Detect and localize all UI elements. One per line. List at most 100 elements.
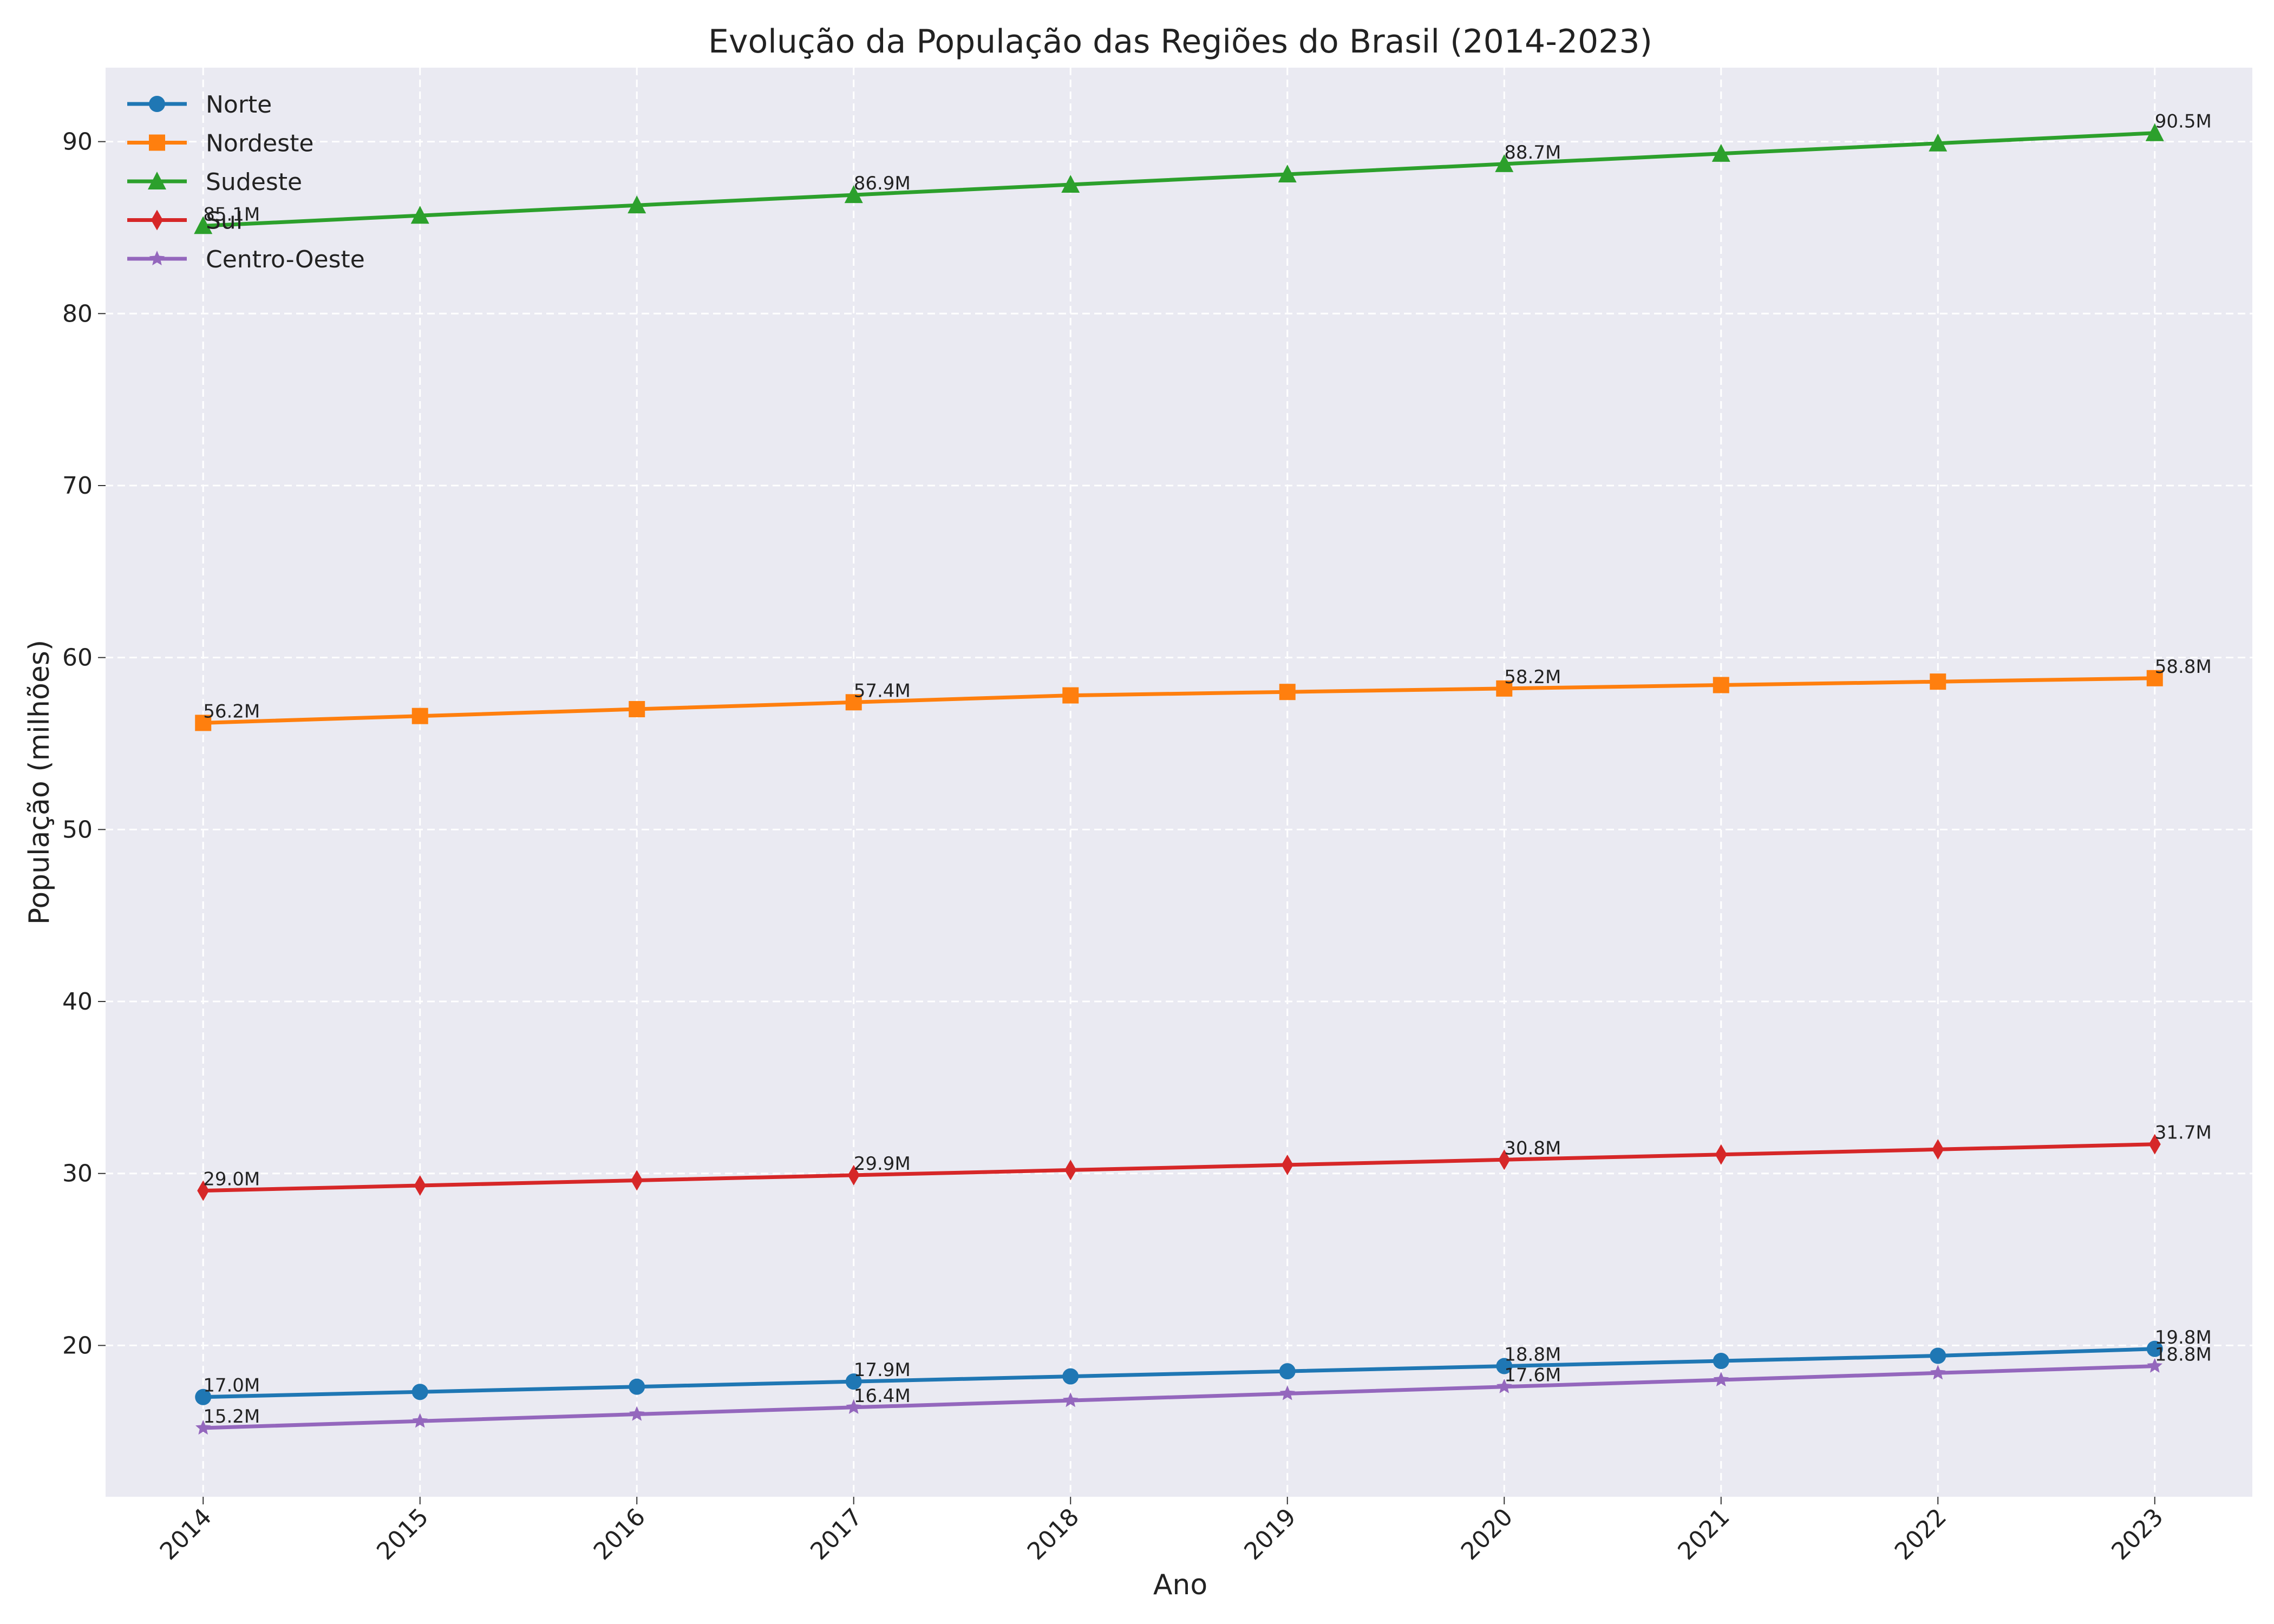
legend-item: Centro-Oeste: [127, 246, 365, 273]
point-marker: [411, 708, 428, 724]
series-line: [203, 676, 2155, 725]
data-label: 19.8M: [2155, 1327, 2212, 1348]
y-tick-label: 90: [62, 128, 93, 156]
legend-item: Sudeste: [127, 168, 302, 196]
plot-area: [106, 68, 2252, 1497]
point-marker: [2146, 1340, 2163, 1357]
point-marker: [629, 1378, 645, 1395]
point-marker: [148, 172, 166, 189]
point-marker: [847, 1164, 860, 1186]
point-marker: [628, 195, 646, 214]
point-marker: [1061, 175, 1080, 193]
data-label: 90.5M: [2155, 111, 2212, 133]
series-sul: [197, 1134, 2161, 1201]
data-label: 88.7M: [1504, 142, 1561, 163]
series-nordeste: [195, 670, 2163, 731]
point-marker: [1279, 1363, 1296, 1380]
y-tick-label: 50: [62, 816, 93, 843]
point-marker: [194, 216, 213, 234]
point-marker: [844, 185, 863, 204]
series-line: [203, 1142, 2155, 1193]
point-marker: [846, 1399, 861, 1414]
point-marker: [1279, 684, 1296, 700]
series-line: [203, 1347, 2155, 1399]
point-marker: [2145, 123, 2164, 141]
point-marker: [149, 251, 165, 266]
point-marker: [197, 1180, 210, 1201]
point-marker: [2147, 1358, 2162, 1373]
point-marker: [1715, 1144, 1727, 1165]
point-marker: [1497, 1378, 1512, 1393]
point-marker: [629, 1406, 645, 1421]
legend-label: Sul: [206, 207, 243, 235]
point-marker: [1063, 1392, 1079, 1407]
point-marker: [1062, 687, 1079, 704]
y-axis-title: População (milhões): [23, 640, 56, 925]
series-line: [203, 1364, 2155, 1430]
data-label: 31.7M: [2155, 1122, 2212, 1144]
data-label: 18.8M: [2155, 1344, 2212, 1366]
point-marker: [1929, 133, 1948, 152]
point-marker: [195, 1389, 212, 1405]
point-marker: [1281, 1154, 1293, 1175]
point-marker: [1932, 1139, 1944, 1160]
series-centro-oeste: [195, 1358, 2162, 1435]
data-label: 17.9M: [854, 1359, 911, 1381]
legend: Norte Nordeste Sudeste Sul Centro-Oeste: [127, 91, 365, 273]
data-label: 30.8M: [1504, 1137, 1561, 1159]
point-marker: [1930, 673, 1946, 690]
y-tick-label: 70: [62, 472, 93, 500]
data-label: 56.2M: [203, 700, 260, 722]
data-label: 15.2M: [203, 1406, 260, 1427]
legend-label: Nordeste: [206, 130, 313, 158]
point-marker: [2146, 670, 2163, 686]
legend-item: Norte: [127, 91, 272, 119]
point-marker: [149, 134, 165, 151]
point-marker: [1713, 1353, 1729, 1370]
point-marker: [414, 1175, 426, 1196]
chart-title: Evolução da População das Regiões do Bra…: [708, 23, 1652, 61]
point-marker: [412, 1413, 428, 1428]
point-marker: [1713, 677, 1729, 693]
legend-item: Nordeste: [127, 130, 313, 158]
point-marker: [411, 1384, 428, 1400]
data-label: 86.9M: [854, 173, 911, 194]
data-label: 57.4M: [854, 680, 911, 702]
point-marker: [149, 96, 165, 112]
point-marker: [631, 1170, 643, 1191]
y-tick-label: 60: [62, 644, 93, 672]
point-marker: [1278, 164, 1297, 182]
point-marker: [410, 206, 429, 224]
x-axis-title: Ano: [1153, 1569, 1207, 1601]
point-marker: [2148, 1134, 2161, 1155]
point-marker: [1496, 680, 1513, 697]
legend-label: Sudeste: [206, 168, 302, 196]
y-axis-ticks: 20 30 40 50 60 70 80 90: [62, 128, 106, 1359]
y-tick-label: 20: [62, 1332, 93, 1359]
data-label: 17.6M: [1504, 1365, 1561, 1386]
point-marker: [629, 700, 645, 717]
data-label: 17.0M: [203, 1375, 260, 1397]
point-marker: [1279, 1385, 1295, 1400]
point-marker: [1496, 1358, 1513, 1374]
data-label: 29.0M: [203, 1169, 260, 1190]
point-marker: [1930, 1365, 1946, 1380]
legend-label: Centro-Oeste: [206, 246, 365, 273]
point-marker: [1495, 154, 1514, 172]
series-norte: [195, 1340, 2163, 1405]
point-marker: [195, 1419, 211, 1435]
point-marker: [1498, 1149, 1511, 1170]
legend-label: Norte: [206, 91, 272, 119]
data-label: 29.9M: [854, 1153, 911, 1175]
point-marker: [195, 715, 212, 731]
data-label: 85.1M: [203, 204, 260, 225]
data-label: 16.4M: [854, 1385, 911, 1407]
y-tick-label: 30: [62, 1160, 93, 1188]
series-sudeste: [194, 123, 2164, 234]
y-tick-label: 80: [62, 300, 93, 328]
point-marker: [1711, 143, 1730, 162]
series-layer: [194, 123, 2164, 1435]
series-line: [203, 131, 2155, 228]
